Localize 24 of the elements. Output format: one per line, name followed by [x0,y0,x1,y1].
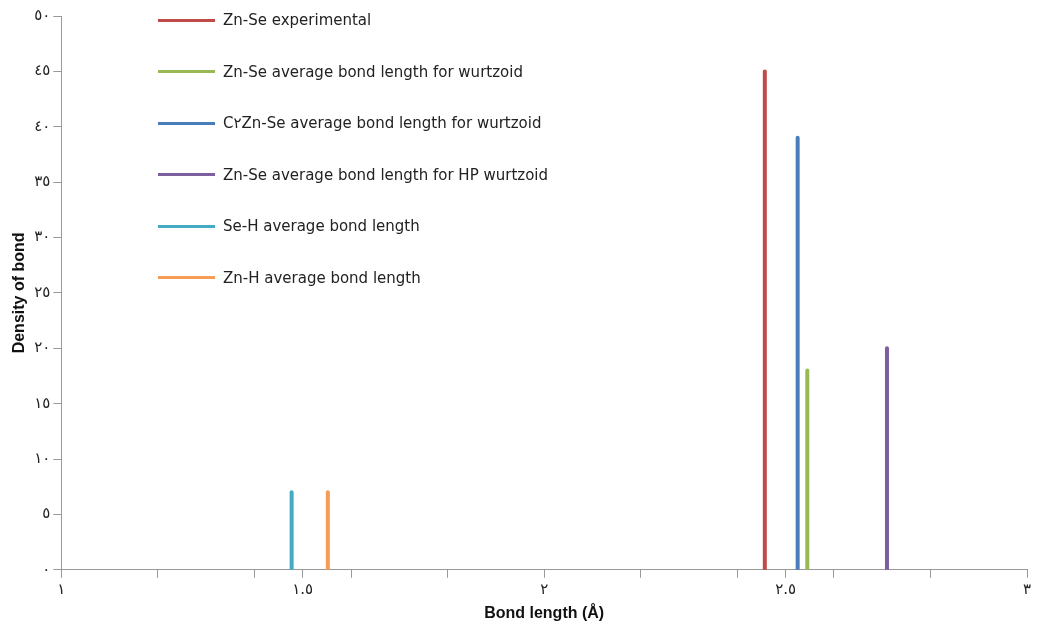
y-tick-label: ٥٠ [34,5,51,24]
x-tick-label: ٢.٥ [775,579,797,598]
x-axis-title: Bond length (Å) [484,602,605,621]
y-tick-label: ١٥ [34,393,51,412]
legend-label: Zn-Se experimental [223,11,372,29]
y-tick-label: ٣٠ [34,227,51,246]
legend-label: Zn-Se average bond length for HP wurtzoid [223,165,549,184]
x-tick-label: ٣ [1022,579,1032,598]
y-tick-label: ٤٥ [34,61,51,80]
y-tick-label: ٤٠ [34,116,51,135]
x-tick-label: ٢ [540,579,549,598]
y-tick-label: ٠ [42,559,51,578]
y-tick-label: ٢٠ [34,338,51,357]
legend-label: C٢Zn-Se average bond length for wurtzoid [223,114,542,132]
y-axis-title: Density of bond [10,232,28,354]
y-tick-label: ٢٥ [34,282,51,301]
x-tick-label: ١ [57,579,66,598]
legend-label: Se-H average bond length [223,217,420,235]
y-tick-label: ١٠ [34,448,51,467]
y-tick-label: ٥ [42,504,51,523]
legend-label: Zn-Se average bond length for wurtzoid [223,62,523,81]
x-tick-label: ١.٥ [292,579,314,598]
legend-label: Zn-H average bond length [223,268,421,287]
y-tick-label: ٣٥ [34,172,51,191]
